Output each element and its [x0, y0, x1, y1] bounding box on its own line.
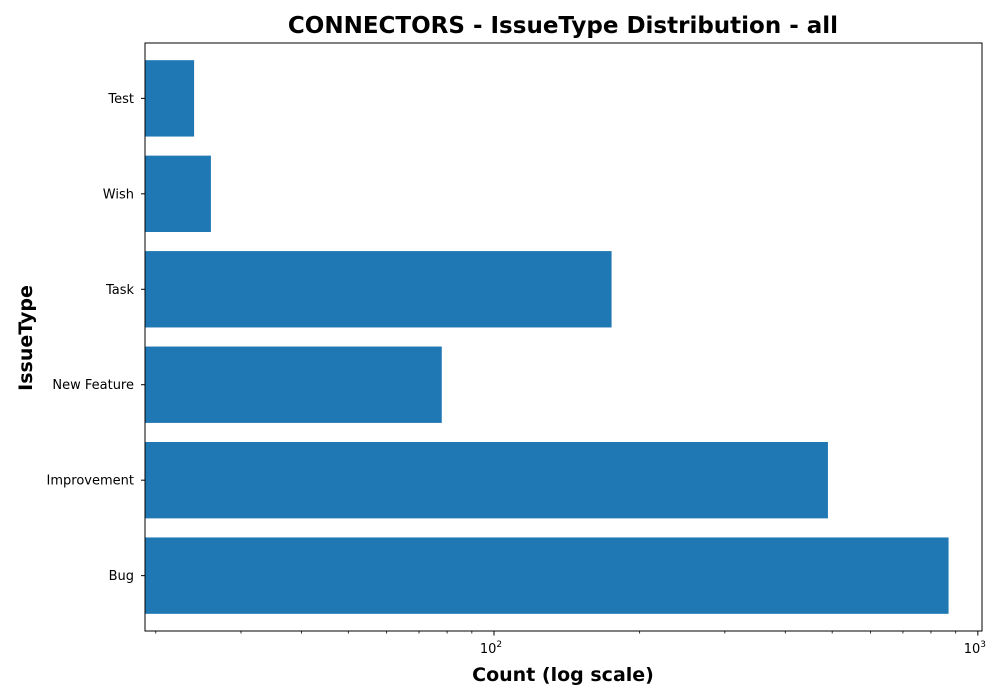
x-tick-label: 102 — [480, 640, 502, 657]
x-axis-label: Count (log scale) — [472, 664, 654, 686]
x-tick-exponent: 2 — [496, 640, 502, 650]
y-tick-label-new-feature: New Feature — [52, 378, 134, 393]
x-tick-label: 103 — [964, 640, 986, 657]
y-tick-label-bug: Bug — [109, 569, 134, 584]
y-axis-ticks: Bug Improvement New Feature Task Wish Test — [47, 92, 145, 584]
y-tick-label-wish: Wish — [103, 187, 134, 202]
bar-test — [145, 60, 195, 137]
chart-title: CONNECTORS - IssueType Distribution - al… — [288, 13, 838, 39]
bar-task — [145, 251, 612, 328]
bar-improvement — [145, 442, 828, 519]
bar-bug — [145, 537, 949, 614]
bars-group — [145, 60, 949, 614]
x-tick-base: 10 — [964, 642, 981, 657]
x-tick-base: 10 — [480, 642, 497, 657]
y-axis-label: IssueType — [15, 285, 37, 391]
x-tick-exponent: 3 — [980, 640, 986, 650]
y-tick-label-improvement: Improvement — [47, 474, 134, 489]
y-tick-label-test: Test — [107, 92, 134, 107]
y-tick-label-task: Task — [105, 283, 135, 298]
bar-new-feature — [145, 346, 442, 423]
bar-wish — [145, 155, 211, 232]
plot-frame — [144, 42, 983, 632]
x-axis-ticks: 102 103 — [155, 631, 986, 657]
